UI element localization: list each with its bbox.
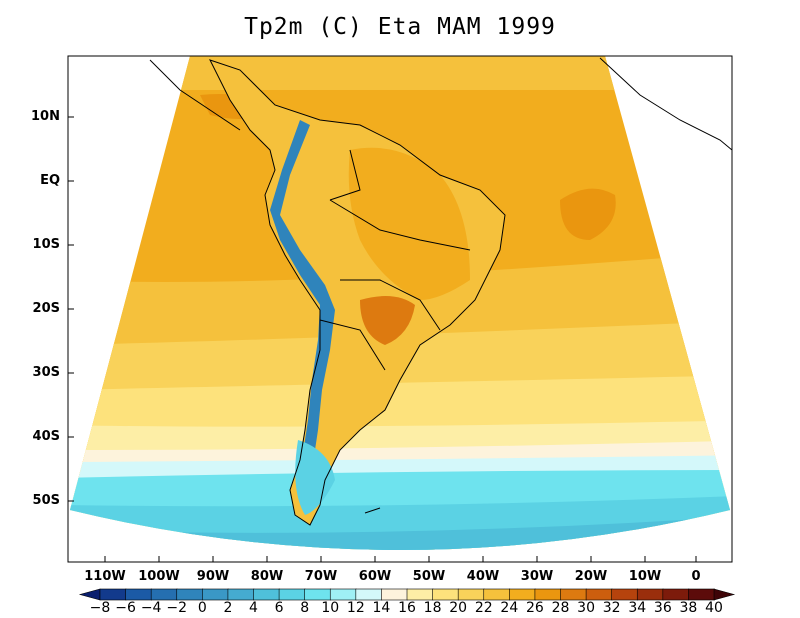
axis-ticks <box>68 116 697 562</box>
colorbar-tick-label: 24 <box>500 600 519 616</box>
field-patagonia <box>295 440 335 515</box>
colorbar-swatch <box>611 588 639 601</box>
colorbar-tick-label: 20 <box>449 600 468 616</box>
falklands <box>364 507 381 514</box>
colorbar-swatch <box>662 588 690 601</box>
colorbar-swatch <box>406 588 434 601</box>
lat-label-30s: 30S <box>32 365 60 380</box>
colorbar-swatch <box>534 588 562 601</box>
colorbar-swatch <box>227 588 255 601</box>
lon-label-60w: 60W <box>358 569 392 584</box>
colorbar-tick-label: 0 <box>197 600 207 616</box>
colorbar-swatch <box>432 588 459 601</box>
colorbar-tick-label: 40 <box>705 600 723 616</box>
colorbar-tick-label: −6 <box>115 600 136 616</box>
colorbar-tick-label: 30 <box>577 600 595 616</box>
colorbar-tick-label: 36 <box>653 600 672 616</box>
lat-label-20s: 20S <box>32 301 60 316</box>
lat-label-eq: EQ <box>40 173 60 188</box>
lat-label-10n: 10N <box>31 109 60 124</box>
africa-coast <box>599 57 732 151</box>
lon-label-90w: 90W <box>196 569 230 584</box>
lon-label-40w: 40W <box>466 569 500 584</box>
field-interior-warm <box>348 147 470 300</box>
colorbar-tick-label: 32 <box>602 600 621 616</box>
colorbar-tick-label: 4 <box>249 600 258 616</box>
border-line-1 <box>329 199 471 251</box>
field-band-8 <box>70 495 730 550</box>
lon-label-100w: 100W <box>138 569 180 584</box>
colorbar-tick-label: 28 <box>551 600 570 616</box>
lon-label-110w: 110W <box>84 569 126 584</box>
temperature-field <box>70 56 730 550</box>
lat-label-10s: 10S <box>32 237 60 252</box>
colorbar-tick-label: 16 <box>398 600 416 616</box>
colorbar-tick-label: 38 <box>679 600 698 616</box>
colorbar-swatch <box>329 588 357 601</box>
colorbar-tick-label: 14 <box>372 600 391 616</box>
field-warm-patch-atlantic <box>560 188 616 240</box>
colorbar-tick-label: 8 <box>300 600 310 616</box>
coastlines <box>149 57 732 526</box>
colorbar-swatch <box>560 588 587 601</box>
colorbar-swatch <box>278 588 306 601</box>
lon-label-20w: 20W <box>574 569 608 584</box>
colorbar-swatch <box>636 588 664 601</box>
border-line-4 <box>329 149 361 201</box>
colorbar-swatch <box>150 588 178 601</box>
central-america-coast <box>149 59 241 131</box>
lon-label-80w: 80W <box>250 569 284 584</box>
field-chaco-hot <box>360 296 415 345</box>
lon-label-0: 0 <box>691 569 701 584</box>
colorbar-swatch <box>253 588 280 601</box>
colorbar-swatch <box>125 588 152 601</box>
colorbar-arrow-high <box>713 588 736 601</box>
colorbar-swatch <box>355 588 383 601</box>
lon-label-50w: 50W <box>412 569 446 584</box>
colorbar-tick-label: −4 <box>140 600 162 616</box>
colorbar-swatch <box>688 588 715 601</box>
lat-label-40s: 40S <box>32 429 60 444</box>
colorbar-swatch <box>585 588 613 601</box>
lat-label-50s: 50S <box>32 493 60 508</box>
lon-label-10w: 10W <box>628 569 662 584</box>
colorbar <box>78 588 736 601</box>
colorbar-swatch <box>509 588 536 601</box>
continent-outline <box>209 59 506 526</box>
lon-label-30w: 30W <box>520 569 554 584</box>
colorbar-arrow-low <box>78 588 101 601</box>
colorbar-swatch <box>457 588 485 601</box>
chart-title: Tp2m (C) Eta MAM 1999 <box>244 14 556 40</box>
colorbar-tick-label: 18 <box>423 600 442 616</box>
colorbar-tick-label: 2 <box>223 600 233 616</box>
colorbar-tick-label: 12 <box>346 600 365 616</box>
colorbar-swatch <box>202 588 229 601</box>
border-line-2 <box>340 279 441 331</box>
colorbar-swatch <box>483 588 511 601</box>
colorbar-tick-label: 34 <box>628 600 647 616</box>
colorbar-tick-label: 26 <box>525 600 544 616</box>
lon-label-70w: 70W <box>304 569 338 584</box>
colorbar-tick-label: 10 <box>321 600 340 616</box>
border-line-3 <box>319 319 386 371</box>
colorbar-tick-label: −2 <box>166 600 188 616</box>
colorbar-swatch <box>381 588 408 601</box>
colorbar-swatch <box>304 588 332 601</box>
colorbar-tick-label: −8 <box>89 600 111 616</box>
colorbar-tick-label: 22 <box>474 600 493 616</box>
field-andes-cold <box>270 120 335 500</box>
colorbar-swatch <box>99 588 127 601</box>
colorbar-swatch <box>176 588 204 601</box>
colorbar-tick-label: 6 <box>274 600 284 616</box>
